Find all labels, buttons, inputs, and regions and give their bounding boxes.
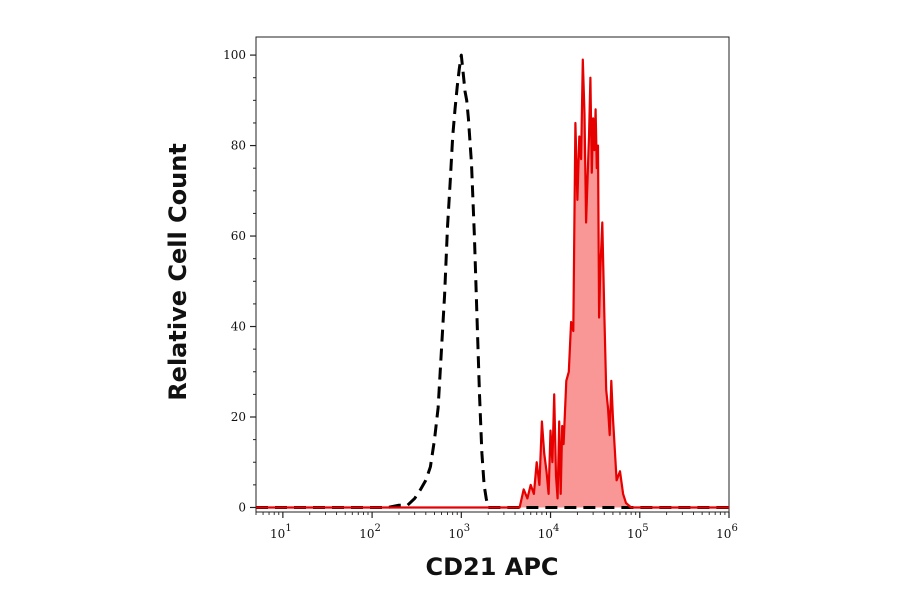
series-lines bbox=[256, 53, 729, 509]
series-line-0 bbox=[256, 53, 729, 509]
y-tick-label-60: 60 bbox=[231, 229, 246, 243]
y-tick-label-40: 40 bbox=[231, 320, 246, 334]
y-tick-label-0: 0 bbox=[238, 500, 246, 514]
series-line-1 bbox=[256, 58, 729, 509]
x-axis: 101 102 103 104 105 106 bbox=[255, 512, 738, 541]
x-tick-label-3: 103 bbox=[448, 523, 470, 541]
y-tick-label-20: 20 bbox=[231, 410, 246, 424]
x-tick-label-2: 102 bbox=[359, 523, 381, 541]
y-axis-title: Relative Cell Count bbox=[164, 143, 192, 401]
x-tick-label-6: 106 bbox=[716, 523, 738, 541]
x-axis-title: CD21 APC bbox=[425, 553, 558, 581]
series-fills bbox=[256, 59, 729, 508]
x-tick-label-4: 104 bbox=[538, 523, 560, 541]
y-axis: 0 20 40 60 80 100 bbox=[223, 48, 256, 514]
y-tick-label-80: 80 bbox=[231, 139, 246, 153]
y-tick-label-100: 100 bbox=[223, 48, 246, 62]
x-tick-label-1: 101 bbox=[270, 523, 292, 541]
series-fill-1 bbox=[256, 59, 729, 508]
x-tick-label-5: 105 bbox=[627, 523, 649, 541]
plot-frame bbox=[255, 36, 730, 513]
